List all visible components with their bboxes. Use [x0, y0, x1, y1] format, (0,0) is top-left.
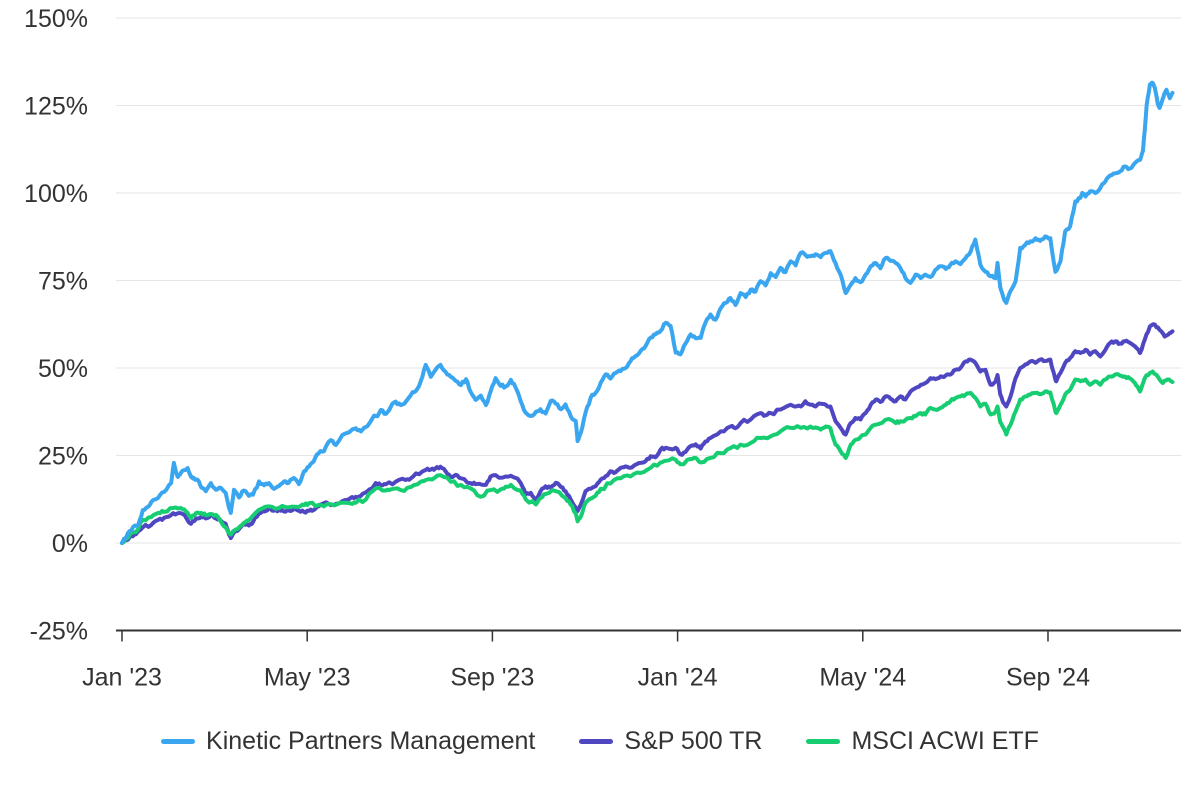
legend-swatch-kinetic-partners-management-icon	[161, 738, 196, 744]
legend-label: S&P 500 TR	[624, 727, 763, 755]
y-axis-label: 150%	[24, 5, 88, 33]
legend-item-sp-500-tr[interactable]: S&P 500 TR	[579, 721, 762, 761]
chart-legend: Kinetic Partners Management S&P 500 TR M…	[0, 721, 1200, 761]
legend-label: MSCI ACWI ETF	[851, 727, 1039, 755]
y-axis-label: 100%	[24, 180, 88, 208]
series-line-s-p-500-tr	[120, 322, 1175, 545]
x-axis-label: Sep '24	[1006, 664, 1090, 692]
x-axis-label: May '23	[264, 664, 351, 692]
x-axis-label: Jan '23	[82, 664, 162, 692]
y-axis-label: -25%	[30, 618, 88, 646]
y-axis-label: 50%	[38, 355, 88, 383]
x-axis-label: Jan '24	[638, 664, 718, 692]
y-axis-label: 75%	[38, 268, 88, 296]
x-axis-label: May '24	[819, 664, 906, 692]
series-line-msci-acwi-etf	[120, 369, 1175, 545]
y-axis-label: 25%	[38, 443, 88, 471]
x-axis-label: Sep '23	[450, 664, 534, 692]
legend-swatch-sp-500-tr-icon	[579, 738, 614, 744]
gridlines	[116, 17, 1181, 544]
legend-item-kinetic-partners-management[interactable]: Kinetic Partners Management	[161, 721, 535, 761]
series-line-kinetic-partners-management	[120, 80, 1175, 545]
y-axis-label: 125%	[24, 93, 88, 121]
legend-swatch-msci-acwi-etf-icon	[806, 738, 841, 744]
x-axis: Jan '23 May '23 Sep '23 Jan '24 May '24 Sep '…	[82, 629, 1181, 692]
legend-label: Kinetic Partners Management	[206, 727, 536, 755]
y-axis-label: 0%	[52, 530, 88, 558]
y-axis-labels: -25% 0% 25% 50% 75% 100% 125% 150%	[24, 5, 88, 646]
legend-item-msci-acwi-etf[interactable]: MSCI ACWI ETF	[806, 721, 1039, 761]
